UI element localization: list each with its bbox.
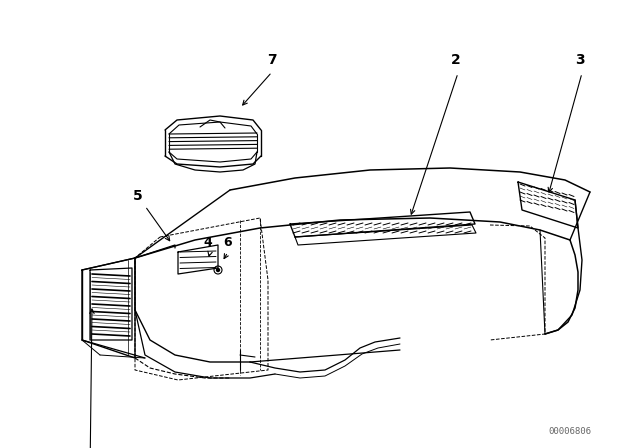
Circle shape bbox=[216, 268, 220, 271]
Text: 2: 2 bbox=[451, 53, 461, 67]
Text: 5: 5 bbox=[133, 189, 143, 203]
Text: 6: 6 bbox=[224, 237, 232, 250]
Text: 7: 7 bbox=[267, 53, 277, 67]
Text: 4: 4 bbox=[204, 237, 212, 250]
Text: 00006806: 00006806 bbox=[548, 427, 591, 436]
Text: 3: 3 bbox=[575, 53, 585, 67]
